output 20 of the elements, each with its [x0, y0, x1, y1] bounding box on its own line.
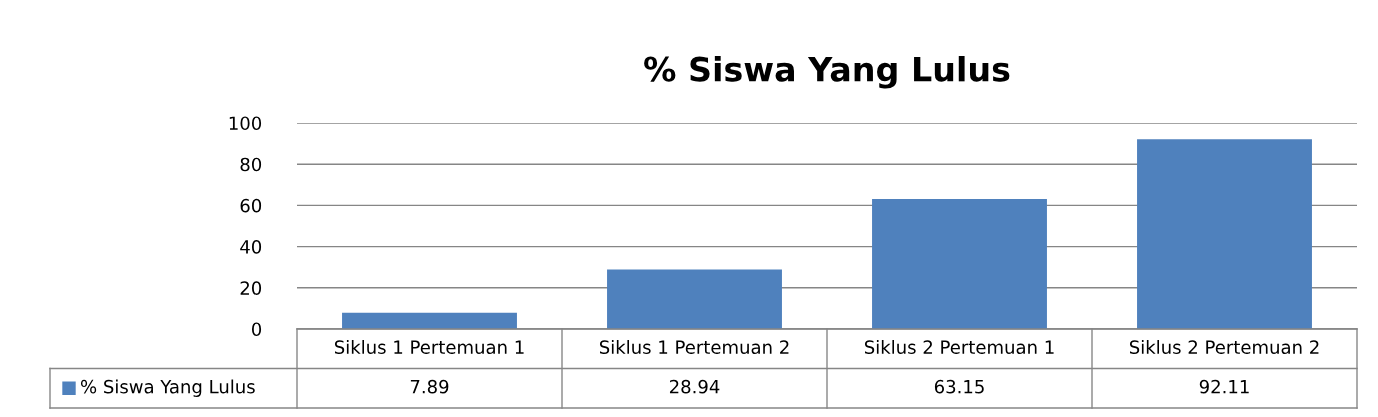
- y-tick-label: 0: [251, 322, 262, 337]
- data-label: 63.15: [934, 379, 984, 394]
- x-tick-label: Siklus 1 Pertemuan 1: [334, 340, 524, 354]
- bar: [342, 312, 517, 329]
- legend-label: % Siswa Yang Lulus: [81, 379, 255, 397]
- chart-title: % Siswa Yang Lulus: [644, 56, 1010, 89]
- y-tick-label: 20: [240, 281, 262, 295]
- data-label: 92.11: [1199, 379, 1249, 394]
- data-label: 28.94: [669, 379, 720, 394]
- y-tick-label: 100: [229, 116, 262, 131]
- bar: [1137, 139, 1312, 329]
- y-tick-label: 60: [240, 198, 262, 213]
- x-tick-label: Siklus 2 Pertemuan 2: [1129, 340, 1319, 354]
- y-tick-label: 40: [240, 240, 262, 254]
- y-tick-label: 80: [240, 157, 262, 172]
- x-tick-label: Siklus 2 Pertemuan 1: [864, 340, 1054, 354]
- bar: [872, 198, 1047, 329]
- data-label: 7.89: [410, 379, 449, 394]
- x-tick-label: Siklus 1 Pertemuan 2: [599, 340, 789, 354]
- bar: [607, 269, 782, 329]
